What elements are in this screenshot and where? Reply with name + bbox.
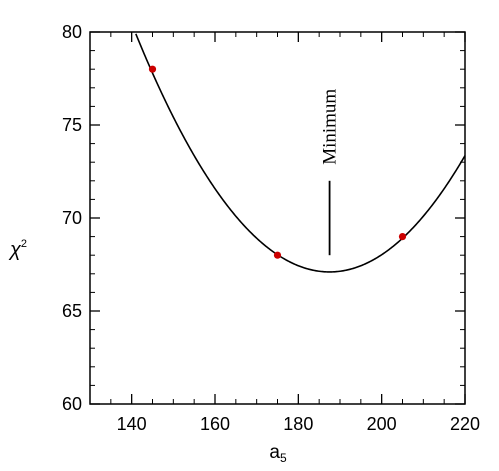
axis-tick-labels: 140 160 180 200 220 60 65 70 75 80 bbox=[62, 22, 480, 434]
y-axis-title-main: χ bbox=[8, 239, 22, 261]
x-tick-label: 140 bbox=[117, 414, 147, 434]
y-axis-title-superscript: 2 bbox=[21, 238, 27, 250]
x-tick-label: 200 bbox=[367, 414, 397, 434]
y-tick-label: 75 bbox=[62, 115, 82, 135]
y-axis-title: χ2 bbox=[8, 238, 27, 261]
x-tick-label: 220 bbox=[450, 414, 480, 434]
x-tick-label: 160 bbox=[200, 414, 230, 434]
data-point bbox=[398, 233, 407, 241]
fit-curve bbox=[135, 33, 466, 273]
x-axis-title: a5 bbox=[269, 442, 287, 465]
y-tick-label: 65 bbox=[62, 301, 82, 321]
y-tick-label: 60 bbox=[62, 394, 82, 414]
y-tick-label: 80 bbox=[62, 22, 82, 42]
y-tick-label: 70 bbox=[62, 208, 82, 228]
axis-ticks bbox=[89, 31, 466, 405]
data-points bbox=[148, 65, 407, 259]
data-point bbox=[148, 65, 157, 73]
minimum-annotation: Minimum bbox=[320, 89, 341, 165]
x-axis-title-main: a bbox=[269, 442, 280, 463]
x-tick-label: 180 bbox=[283, 414, 313, 434]
plot-frame bbox=[89, 31, 466, 405]
x-axis-title-subscript: 5 bbox=[280, 451, 287, 465]
data-point bbox=[273, 251, 282, 259]
